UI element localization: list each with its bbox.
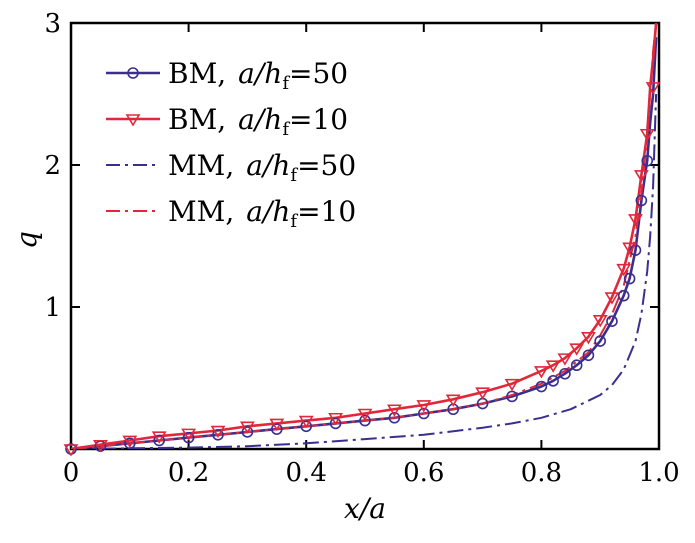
series-1-marker (445, 394, 461, 407)
tick-labels: 0 0.2 0.4 0.6 0.8 1.0 1 2 3 (44, 9, 679, 488)
legend-label: MM, a/hf=10 (168, 195, 356, 232)
series-1-marker (533, 366, 549, 379)
legend-item: MM, a/hf=50 (106, 149, 356, 186)
y-tick-label: 3 (44, 9, 61, 39)
y-tick-label: 2 (44, 151, 61, 181)
series-0-marker (241, 426, 254, 438)
series-1-marker (569, 343, 585, 356)
series-0-marker (594, 335, 607, 347)
legend-label: MM, a/hf=50 (168, 149, 356, 186)
series-1-marker (122, 435, 138, 449)
legend-marker-sample (125, 114, 141, 127)
series-0-marker (641, 154, 654, 167)
series-1-marker (633, 170, 649, 183)
series-1-marker (645, 82, 661, 95)
series-1-marker (545, 360, 561, 373)
series-0-marker (629, 244, 642, 256)
series-0-marker (623, 272, 636, 285)
series-1-marker (592, 314, 608, 328)
series-1-marker (639, 128, 655, 142)
y-axis-label: q (10, 231, 43, 249)
series-1-marker (504, 378, 520, 392)
legend: BM, a/hf=50 BM, a/hf=10 MM, a/hf=50 MM, a/hf=10 (106, 57, 356, 232)
series-0-marker (559, 367, 571, 380)
series-1-marker (475, 387, 491, 400)
series-0-marker (300, 420, 313, 433)
x-tick-label: 1.0 (638, 458, 679, 488)
series-0-marker (547, 375, 559, 387)
series-1-marker (557, 353, 573, 366)
series-0-marker (182, 431, 195, 444)
series-1-marker (63, 444, 79, 457)
series-0-marker (124, 437, 136, 450)
y-tick-label: 1 (44, 293, 61, 323)
series-1-marker (239, 421, 255, 434)
series-1-marker (92, 439, 108, 453)
series-0-marker (270, 423, 283, 435)
series-1-marker (622, 242, 638, 255)
series-0-marker (153, 434, 165, 447)
series-0-marker (329, 417, 342, 430)
x-tick-label: 0.2 (168, 458, 209, 488)
axis-ticks (70, 22, 660, 449)
series-0-marker (359, 414, 371, 427)
legend-marker-sample (127, 67, 139, 79)
series-0-marker (506, 390, 518, 403)
legend-item: MM, a/hf=10 (106, 195, 356, 232)
legend-label: BM, a/hf=10 (168, 103, 348, 140)
plot-frame (69, 21, 661, 451)
x-tick-label: 0.4 (286, 458, 327, 488)
series-1-marker (386, 404, 402, 417)
series-1-marker (604, 292, 620, 305)
markers-layer (63, 82, 661, 457)
series-0-marker (535, 380, 548, 393)
series-line-1 (71, 23, 658, 449)
series-line-2 (71, 93, 658, 449)
x-tick-label: 0.6 (403, 458, 444, 488)
series-0-marker (606, 315, 618, 328)
x-tick-label: 0.8 (521, 458, 562, 488)
legend-label: BM, a/hf=50 (168, 57, 348, 94)
series-1-marker (210, 425, 226, 439)
series-1-marker (298, 415, 314, 429)
series-1-marker (581, 332, 596, 345)
series-0-marker (582, 349, 595, 362)
legend-item: BM, a/hf=50 (106, 57, 348, 94)
series-1-marker (151, 431, 167, 444)
series-1-marker (181, 428, 197, 441)
series-0-marker (417, 407, 430, 420)
series-layer (71, 23, 658, 449)
series-line-0 (71, 37, 658, 449)
series-0-marker (570, 359, 583, 372)
x-tick-label: 0 (63, 458, 80, 488)
series-1-marker (328, 412, 344, 426)
series-0-marker (635, 194, 648, 207)
series-0-marker (212, 428, 224, 441)
series-0-marker (388, 411, 401, 424)
series-1-marker (269, 418, 285, 431)
series-1-marker (616, 263, 632, 277)
series-1-marker (628, 214, 643, 227)
series-0-marker (617, 289, 630, 302)
legend-item: BM, a/hf=10 (106, 103, 348, 140)
series-1-marker (357, 408, 373, 422)
x-axis-label: x/a (344, 492, 386, 525)
series-line-3 (71, 23, 658, 449)
series-1-marker (416, 400, 432, 413)
